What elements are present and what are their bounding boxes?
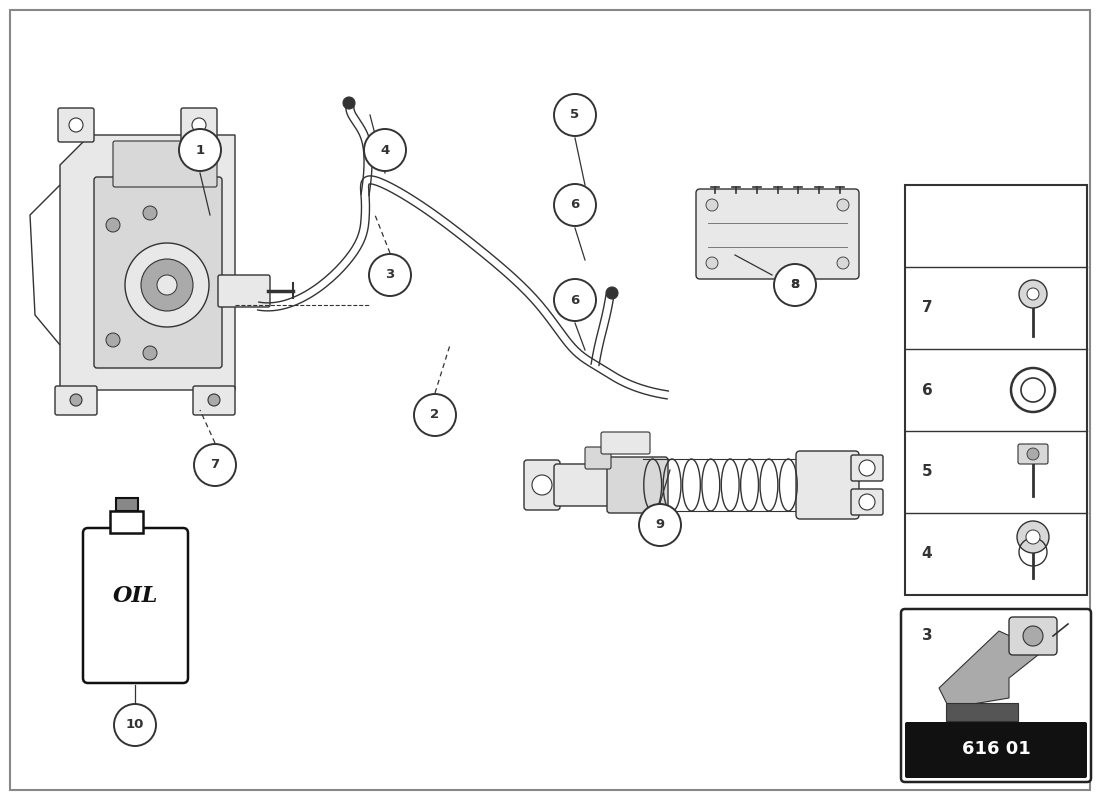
FancyBboxPatch shape <box>851 455 883 481</box>
Circle shape <box>143 206 157 220</box>
FancyBboxPatch shape <box>1018 444 1048 464</box>
Circle shape <box>192 118 206 132</box>
Circle shape <box>208 394 220 406</box>
Circle shape <box>143 346 157 360</box>
FancyBboxPatch shape <box>94 177 222 368</box>
Circle shape <box>125 243 209 327</box>
FancyBboxPatch shape <box>585 447 611 469</box>
Circle shape <box>114 704 156 746</box>
Circle shape <box>141 259 192 311</box>
Circle shape <box>554 184 596 226</box>
Text: 3: 3 <box>922 629 933 643</box>
Circle shape <box>706 199 718 211</box>
Text: 4: 4 <box>381 143 389 157</box>
Polygon shape <box>60 135 235 390</box>
Text: 5: 5 <box>571 109 580 122</box>
Text: 6: 6 <box>571 294 580 306</box>
FancyBboxPatch shape <box>901 609 1091 782</box>
Text: 7: 7 <box>210 458 220 471</box>
Circle shape <box>1026 530 1039 544</box>
Text: 4: 4 <box>922 546 933 562</box>
Circle shape <box>368 254 411 296</box>
Circle shape <box>70 394 82 406</box>
Circle shape <box>554 94 596 136</box>
FancyBboxPatch shape <box>524 460 560 510</box>
Polygon shape <box>110 511 143 533</box>
Circle shape <box>414 394 456 436</box>
Circle shape <box>606 287 618 299</box>
Circle shape <box>1011 368 1055 412</box>
Circle shape <box>1019 280 1047 308</box>
Text: OIL: OIL <box>113 585 158 606</box>
Circle shape <box>179 129 221 171</box>
Circle shape <box>706 257 718 269</box>
Circle shape <box>532 475 552 495</box>
Circle shape <box>1018 521 1049 553</box>
FancyBboxPatch shape <box>82 528 188 683</box>
FancyBboxPatch shape <box>696 189 859 279</box>
Circle shape <box>859 494 874 510</box>
Circle shape <box>1027 288 1040 300</box>
Text: 1: 1 <box>196 143 205 157</box>
Text: 9: 9 <box>656 518 664 531</box>
Text: 3: 3 <box>385 269 395 282</box>
Circle shape <box>774 264 816 306</box>
Circle shape <box>69 118 82 132</box>
Text: 8: 8 <box>791 278 800 291</box>
Text: 6: 6 <box>922 382 933 398</box>
Text: 10: 10 <box>125 718 144 731</box>
FancyBboxPatch shape <box>851 489 883 515</box>
FancyBboxPatch shape <box>796 451 859 519</box>
FancyBboxPatch shape <box>55 386 97 415</box>
FancyBboxPatch shape <box>946 703 1018 721</box>
Circle shape <box>364 129 406 171</box>
Text: 616 01: 616 01 <box>961 740 1031 758</box>
Text: 6: 6 <box>571 198 580 211</box>
FancyBboxPatch shape <box>607 457 668 513</box>
FancyBboxPatch shape <box>218 275 270 307</box>
Circle shape <box>343 97 355 109</box>
FancyBboxPatch shape <box>192 386 235 415</box>
FancyBboxPatch shape <box>113 141 217 187</box>
Circle shape <box>837 199 849 211</box>
FancyBboxPatch shape <box>554 464 645 506</box>
Polygon shape <box>116 498 138 511</box>
Text: 5: 5 <box>922 465 933 479</box>
FancyBboxPatch shape <box>1009 617 1057 655</box>
FancyBboxPatch shape <box>601 432 650 454</box>
FancyBboxPatch shape <box>10 10 1090 790</box>
Circle shape <box>106 218 120 232</box>
FancyBboxPatch shape <box>58 108 94 142</box>
Circle shape <box>194 444 236 486</box>
Text: 7: 7 <box>922 301 933 315</box>
Text: 8: 8 <box>791 278 800 291</box>
Text: 2: 2 <box>430 409 440 422</box>
Polygon shape <box>939 631 1043 708</box>
Circle shape <box>1027 448 1040 460</box>
Circle shape <box>837 257 849 269</box>
Circle shape <box>859 460 874 476</box>
Circle shape <box>639 504 681 546</box>
Circle shape <box>1021 378 1045 402</box>
FancyBboxPatch shape <box>905 185 1087 595</box>
Circle shape <box>554 279 596 321</box>
FancyBboxPatch shape <box>182 108 217 142</box>
Circle shape <box>1023 626 1043 646</box>
Circle shape <box>157 275 177 295</box>
FancyBboxPatch shape <box>905 722 1087 778</box>
Circle shape <box>106 333 120 347</box>
